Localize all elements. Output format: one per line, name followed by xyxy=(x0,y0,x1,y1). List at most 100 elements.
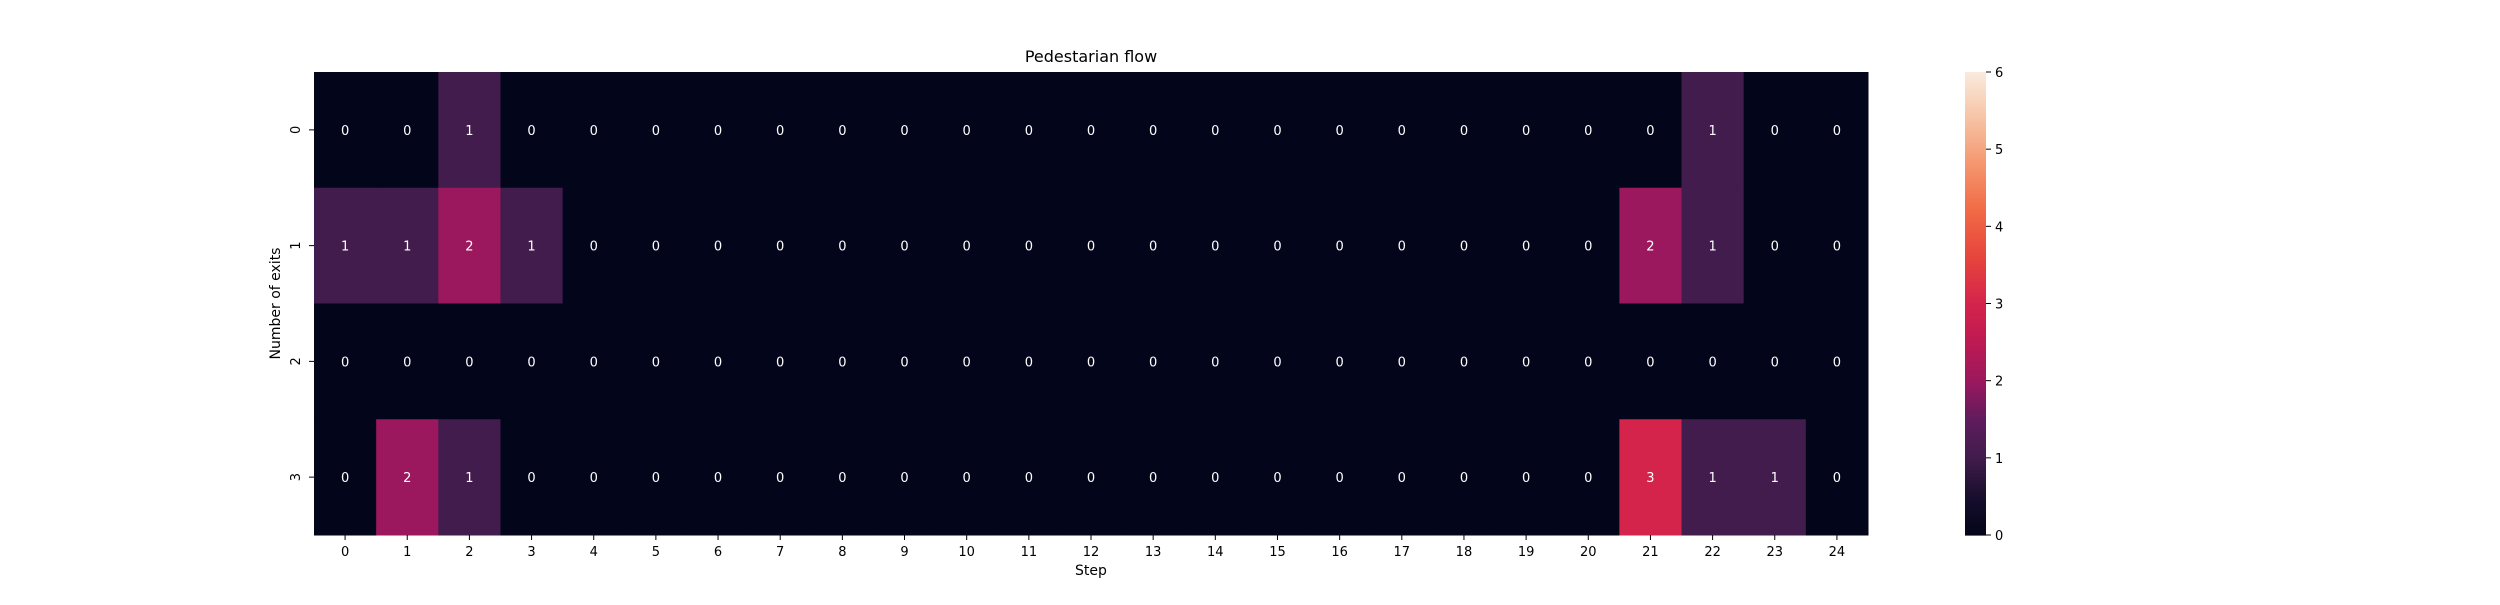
heatmap-cell xyxy=(935,419,999,536)
colorbar-segment xyxy=(1965,181,1986,185)
colorbar-segment xyxy=(1965,124,1986,127)
cell-value-label: 0 xyxy=(963,124,971,139)
cell-value-label: 2 xyxy=(465,240,473,255)
colorbar-segment xyxy=(1965,398,1986,401)
heatmap-cell xyxy=(1059,303,1123,420)
cell-value-label: 1 xyxy=(1708,240,1716,255)
colorbar-segment xyxy=(1965,108,1986,112)
colorbar-segment xyxy=(1965,174,1986,177)
colorbar-segment xyxy=(1965,409,1986,413)
heatmap-cell xyxy=(1681,419,1745,536)
colorbar-segment xyxy=(1965,403,1986,407)
heatmap-cell xyxy=(1370,419,1434,536)
colorbar-segment xyxy=(1965,214,1986,218)
cell-value-label: 0 xyxy=(652,240,660,255)
colorbar-segment xyxy=(1965,164,1986,168)
colorbar-segment xyxy=(1965,237,1986,241)
colorbar-segment xyxy=(1965,262,1986,266)
colorbar-segment xyxy=(1965,434,1986,438)
colorbar-segment xyxy=(1965,208,1986,212)
colorbar-segment xyxy=(1965,83,1986,87)
heatmap-cell xyxy=(873,303,937,420)
heatmap-cell xyxy=(686,303,750,420)
colorbar-segment xyxy=(1965,185,1986,189)
colorbar-segment xyxy=(1965,492,1986,496)
colorbar-segment xyxy=(1965,284,1986,287)
heatmap-cell xyxy=(1432,187,1496,304)
colorbar-segment xyxy=(1965,506,1986,509)
colorbar-segment xyxy=(1965,129,1986,133)
colorbar-segment xyxy=(1965,388,1986,391)
heatmap-cell xyxy=(1619,72,1683,189)
colorbar-segment xyxy=(1965,230,1986,233)
colorbar-segment xyxy=(1965,482,1986,486)
heatmap-cell xyxy=(1370,303,1434,420)
colorbar-segment xyxy=(1965,280,1986,283)
colorbar-segment xyxy=(1965,158,1986,162)
cell-value-label: 1 xyxy=(1708,471,1716,486)
cell-value-label: 0 xyxy=(1149,355,1157,370)
cell-value-label: 0 xyxy=(465,355,473,370)
colorbar-segment xyxy=(1965,112,1986,116)
cell-value-label: 0 xyxy=(1211,355,1219,370)
colorbar-segment xyxy=(1965,523,1986,526)
colorbar-segment xyxy=(1965,413,1986,416)
colorbar-segment xyxy=(1965,463,1986,467)
colorbar-segment xyxy=(1965,72,1986,75)
heatmap-cell xyxy=(1184,303,1247,420)
colorbar-segment xyxy=(1965,386,1986,389)
heatmap-cell xyxy=(624,187,688,304)
colorbar-segment xyxy=(1965,93,1986,96)
y-axis-ticks: 0 1 2 3 xyxy=(289,126,314,481)
colorbar-segment xyxy=(1965,241,1986,245)
colorbar-segment xyxy=(1965,507,1986,511)
colorbar-segment xyxy=(1965,432,1986,436)
heatmap-cell xyxy=(1059,419,1123,536)
colorbar-segment xyxy=(1965,212,1986,216)
cell-value-label: 0 xyxy=(652,355,660,370)
colorbar-segment xyxy=(1965,496,1986,499)
colorbar-segment xyxy=(1965,131,1986,135)
cell-value-label: 0 xyxy=(776,240,784,255)
colorbar-segment xyxy=(1965,529,1986,532)
colorbar-segment xyxy=(1965,274,1986,278)
x-tick-label: 4 xyxy=(590,545,598,560)
heatmap-cell xyxy=(811,187,874,304)
heatmap-cell xyxy=(1059,187,1123,304)
heatmap-cell xyxy=(1557,72,1620,189)
colorbar-segment xyxy=(1965,243,1986,247)
heatmap-cell xyxy=(1308,303,1372,420)
colorbar-segment xyxy=(1965,293,1986,297)
x-tick-label: 3 xyxy=(527,545,535,560)
heatmap-cell xyxy=(1743,72,1807,189)
x-tick-label: 16 xyxy=(1331,545,1348,560)
cell-value-label: 0 xyxy=(900,240,908,255)
cell-value-label: 0 xyxy=(776,124,784,139)
colorbar-segment xyxy=(1965,502,1986,505)
colorbar-segment xyxy=(1965,349,1986,353)
colorbar-segment xyxy=(1965,104,1986,108)
cell-value-label: 1 xyxy=(403,240,411,255)
x-tick-label: 12 xyxy=(1083,545,1100,560)
heatmap-cell xyxy=(1184,72,1247,189)
heatmap-cell xyxy=(376,187,439,304)
colorbar-segment xyxy=(1965,332,1986,335)
heatmap-cell xyxy=(997,303,1061,420)
colorbar-segment xyxy=(1965,268,1986,272)
colorbar-segment xyxy=(1965,222,1986,226)
colorbar-segment xyxy=(1965,457,1986,461)
colorbar-segment xyxy=(1965,455,1986,459)
colorbar-segment xyxy=(1965,340,1986,343)
heatmap-cell xyxy=(438,419,501,536)
colorbar-segment xyxy=(1965,407,1986,411)
colorbar-segment xyxy=(1965,517,1986,521)
cell-value-label: 0 xyxy=(1522,471,1530,486)
cell-value-label: 0 xyxy=(1211,124,1219,139)
colorbar-segment xyxy=(1965,149,1986,152)
colorbar-segment xyxy=(1965,193,1986,197)
cell-value-label: 0 xyxy=(776,355,784,370)
cell-value-label: 0 xyxy=(1273,124,1281,139)
cell-value-label: 0 xyxy=(652,471,660,486)
colorbar-segment xyxy=(1965,376,1986,380)
colorbar-segment xyxy=(1965,151,1986,154)
